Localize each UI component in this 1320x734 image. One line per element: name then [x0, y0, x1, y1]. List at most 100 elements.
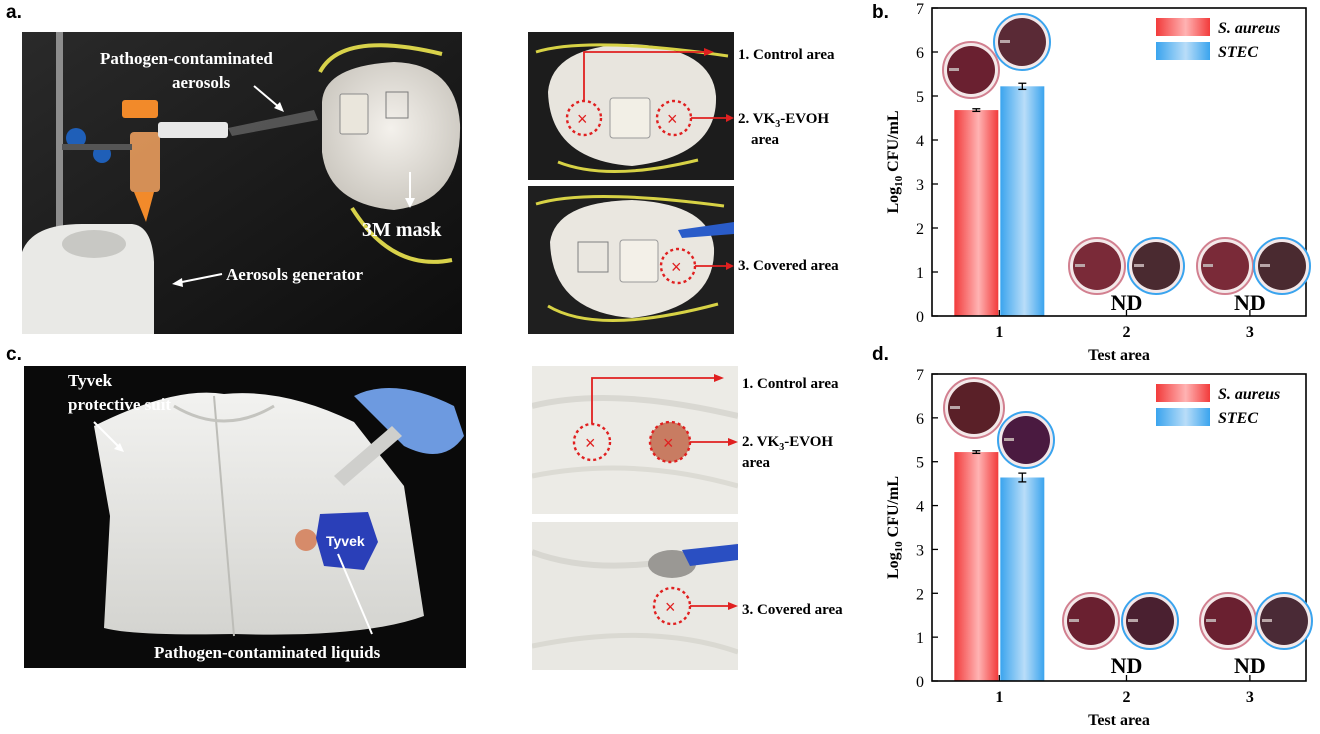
y-tick-label: 5 — [916, 455, 924, 472]
bar-chart-b: 0 1 2 3 4 5 6 7 1 2 3 Test area Log10 CFU/mL S. aureu… — [885, 1, 1311, 364]
generator-label: Aerosols generator — [226, 265, 364, 284]
mask-areas-photo-top: × × — [528, 32, 734, 180]
petri-dish-0-label-strip — [950, 406, 960, 409]
legend-label-s-aureus: S. aureus — [1218, 20, 1280, 37]
fabric-areas-photo-top: × × — [532, 366, 738, 514]
svg-text:×: × — [585, 433, 596, 453]
petri-dish-0 — [943, 377, 1005, 439]
bar-chart-d: 0 1 2 3 4 5 6 7 1 2 3 Test area Log10 CFU/mL S. aureu… — [885, 367, 1313, 729]
petri-dish-5 — [1253, 237, 1311, 295]
aerosol-setup-photo: Pathogen-contaminated aerosols 3M mask A… — [22, 32, 462, 334]
petri-dish-5-agar — [1260, 597, 1308, 645]
y-axis-label: Log10 CFU/mL — [885, 111, 905, 214]
aerosols-label-line1: Pathogen-contaminated — [100, 49, 273, 68]
svg-text:×: × — [665, 597, 676, 617]
bar-s-aureus-area-1 — [954, 110, 999, 316]
y-tick-label: 1 — [916, 265, 924, 282]
petri-dish-2 — [1062, 592, 1120, 650]
legend-swatch-stec — [1156, 42, 1210, 60]
legend-swatch-stec — [1156, 408, 1210, 426]
nd-annotation: ND — [1234, 653, 1266, 678]
y-tick-label: 2 — [916, 586, 924, 603]
legend-swatch-s-aureus — [1156, 384, 1210, 402]
petri-dish-4-agar — [1204, 597, 1252, 645]
petri-dish-1-label-strip — [1000, 40, 1010, 43]
fabric-vk3-area-label-line2: area — [742, 455, 771, 471]
bar-stec-area-1 — [1000, 86, 1045, 316]
y-axis-label: Log10 CFU/mL — [885, 476, 905, 579]
petri-dish-1-agar — [998, 18, 1046, 66]
panel-letter-a: a. — [6, 2, 22, 23]
mask-vk3-area-label: 2. VK3-EVOH — [738, 111, 829, 130]
petri-dish-2-agar — [1067, 597, 1115, 645]
petri-dish-5-label-strip — [1262, 619, 1272, 622]
fabric-areas-photo-bottom: × — [532, 522, 738, 670]
bar-s-aureus-area-1 — [954, 452, 999, 681]
y-tick-label: 4 — [916, 499, 924, 516]
petri-dish-2-label-strip — [1075, 264, 1085, 267]
x-tick-label: 2 — [1122, 324, 1130, 341]
petri-dish-2-label-strip — [1069, 619, 1079, 622]
mask-label: 3M mask — [362, 219, 442, 241]
svg-text:×: × — [663, 433, 674, 453]
mask-areas-photo-bottom: × — [528, 186, 734, 334]
mask-area-labels: 1. Control area 2. VK3-EVOH area 3. Cove… — [738, 47, 839, 274]
nd-annotation: ND — [1234, 290, 1266, 315]
x-axis-label: Test area — [1088, 347, 1150, 364]
x-tick-label: 3 — [1246, 324, 1254, 341]
y-tick-label: 4 — [916, 133, 924, 150]
petri-dish-3-agar — [1132, 242, 1180, 290]
tyvek-suit-photo: Tyvek Tyvek protective suit Pathogen-con… — [24, 366, 466, 668]
y-tick-label: 7 — [916, 1, 924, 18]
petri-dish-3 — [1121, 592, 1179, 650]
legend-swatch-s-aureus — [1156, 18, 1210, 36]
mask-control-area-label: 1. Control area — [738, 47, 835, 63]
petri-dish-5-agar — [1258, 242, 1306, 290]
petri-dish-4 — [1196, 237, 1254, 295]
fabric-covered-area-label: 3. Covered area — [742, 602, 843, 618]
svg-text:×: × — [671, 257, 682, 277]
y-tick-label: 3 — [916, 177, 924, 194]
x-tick-label: 1 — [995, 689, 1003, 706]
tyvek-tag-text: Tyvek — [326, 533, 365, 549]
fabric-area-labels: 1. Control area 2. VK3-EVOH area 3. Cove… — [742, 376, 843, 618]
petri-dish-3-agar — [1126, 597, 1174, 645]
svg-text:×: × — [667, 109, 678, 129]
y-tick-label: 7 — [916, 367, 924, 384]
y-tick-label: 2 — [916, 221, 924, 238]
panel-letter-c: c. — [6, 344, 22, 365]
legend-label-stec: STEC — [1218, 410, 1258, 427]
petri-dish-4 — [1199, 592, 1257, 650]
fabric-vk3-area-label: 2. VK3-EVOH — [742, 434, 833, 453]
petri-dish-1 — [993, 13, 1051, 71]
petri-dish-3 — [1127, 237, 1185, 295]
y-tick-label: 6 — [916, 411, 924, 428]
mask-covered-area-label: 3. Covered area — [738, 258, 839, 274]
petri-dish-2 — [1068, 237, 1126, 295]
fabric-control-area-label: 1. Control area — [742, 376, 839, 392]
bar-stec-area-1 — [1000, 477, 1045, 681]
liquids-label: Pathogen-contaminated liquids — [154, 643, 381, 662]
aerosols-label-line2: aerosols — [172, 73, 231, 92]
plot-frame — [931, 373, 1307, 682]
petri-dish-1 — [997, 411, 1055, 469]
legend-label-s-aureus: S. aureus — [1218, 386, 1280, 403]
petri-dish-4-agar — [1201, 242, 1249, 290]
x-tick-label: 3 — [1246, 689, 1254, 706]
petri-dish-0-label-strip — [949, 68, 959, 71]
nd-annotation: ND — [1111, 290, 1143, 315]
petri-dish-4-label-strip — [1206, 619, 1216, 622]
petri-dish-3-label-strip — [1128, 619, 1138, 622]
petri-dish-0-agar — [947, 46, 995, 94]
petri-dish-3-label-strip — [1134, 264, 1144, 267]
x-axis-label: Test area — [1088, 712, 1150, 729]
suit-label-line2: protective suit — [68, 395, 171, 414]
y-tick-label: 3 — [916, 542, 924, 559]
y-tick-label: 5 — [916, 89, 924, 106]
svg-text:×: × — [577, 109, 588, 129]
petri-dish-5 — [1255, 592, 1313, 650]
petri-dish-1-label-strip — [1004, 438, 1014, 441]
petri-dish-0 — [942, 41, 1000, 99]
petri-dish-1-agar — [1002, 416, 1050, 464]
plot-frame — [931, 7, 1307, 317]
